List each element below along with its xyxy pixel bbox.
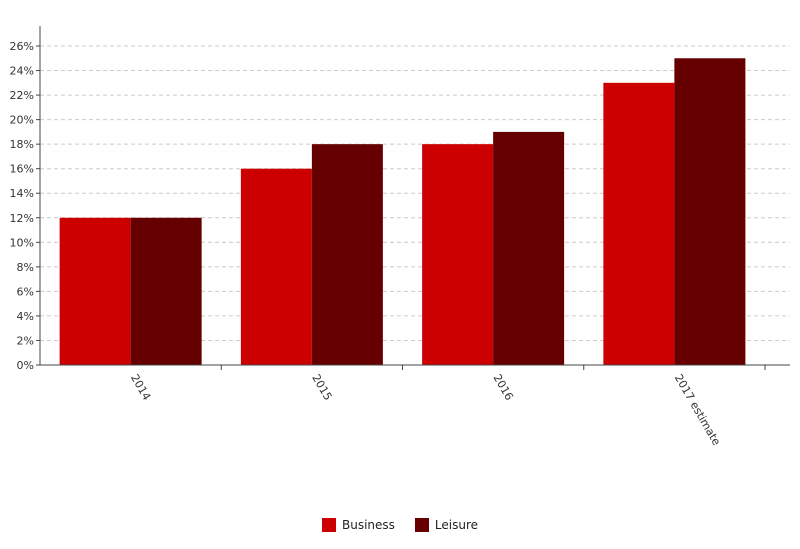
bar-leisure-2017-estimate[interactable] — [674, 58, 746, 366]
y-tick-label: 20% — [10, 114, 34, 127]
y-tick-label: 22% — [10, 89, 34, 102]
bar-business-2016[interactable] — [422, 144, 494, 365]
x-tick-label: 2015 — [309, 372, 334, 403]
legend-item-business[interactable]: Business — [321, 518, 395, 532]
x-tick-label: 2014 — [128, 372, 153, 403]
y-tick-label: 0% — [17, 359, 34, 372]
y-tick-label: 6% — [17, 285, 34, 298]
y-tick-label: 16% — [10, 163, 34, 176]
bars — [59, 58, 746, 366]
x-axis-ticks: 2014 2015 2016 2017 estimate — [128, 365, 766, 448]
bar-leisure-2015[interactable] — [311, 144, 383, 365]
legend-label-business: Business — [341, 518, 395, 532]
y-tick-label: 10% — [10, 236, 34, 249]
x-tick-label: 2016 — [491, 372, 516, 403]
legend-item-leisure[interactable]: Leisure — [414, 518, 479, 532]
legend-label-leisure: Leisure — [434, 518, 479, 532]
bar-business-2015[interactable] — [240, 168, 312, 365]
bar-business-2017-estimate[interactable] — [603, 82, 675, 366]
y-tick-label: 18% — [10, 138, 34, 151]
x-tick-label: 2017 estimate — [672, 372, 723, 448]
y-tick-label: 14% — [10, 187, 34, 200]
bar-business-2014[interactable] — [59, 217, 131, 365]
legend: Business Leisure — [0, 518, 800, 532]
y-tick-label: 26% — [10, 40, 34, 53]
legend-swatch-business — [321, 518, 336, 532]
legend-swatch-leisure — [414, 518, 429, 532]
y-tick-label: 2% — [17, 334, 34, 347]
bar-leisure-2016[interactable] — [493, 131, 565, 365]
y-tick-label: 24% — [10, 65, 34, 78]
y-tick-label: 4% — [17, 310, 34, 323]
y-tick-label: 8% — [17, 261, 34, 274]
y-axis-ticks: 0% 2% 4% 6% 8% 10% 12% 14% 16% 18% 20% 22% 24% 26% — [10, 40, 40, 372]
bar-leisure-2014[interactable] — [130, 217, 202, 365]
y-tick-label: 12% — [10, 212, 34, 225]
